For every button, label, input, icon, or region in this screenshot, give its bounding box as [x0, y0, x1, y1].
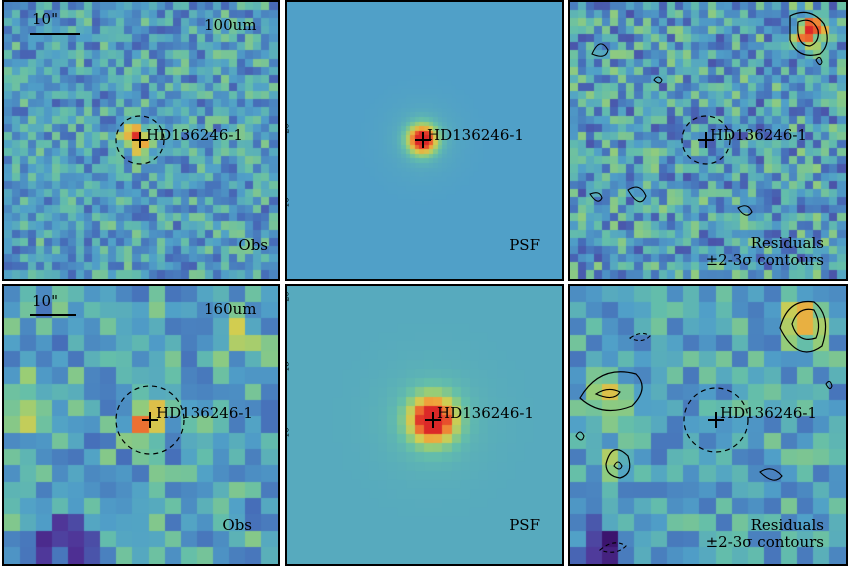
- panel-label: PSF: [509, 516, 540, 534]
- contour: [598, 542, 627, 553]
- overlay-100um-res: [589, 11, 828, 216]
- axis-tick: 10: [285, 427, 291, 438]
- band-label: 100um: [204, 16, 257, 34]
- aperture-circle: [115, 115, 165, 165]
- panel-100um-obs: 10" 100um HD136246-1 Obs: [2, 0, 280, 281]
- aperture-circle: [115, 385, 185, 455]
- panel-label: Residuals: [750, 516, 824, 534]
- overlay-160um-res: [575, 300, 833, 553]
- panel-sublabel: ±2-3σ contours: [705, 533, 824, 551]
- contour: [627, 186, 647, 203]
- source-label: HD136246-1: [156, 404, 253, 422]
- contour: [825, 380, 833, 390]
- contour: [579, 371, 643, 412]
- contour: [737, 205, 753, 216]
- axis-tick: 15: [285, 361, 291, 372]
- panel-label: Obs: [222, 516, 252, 534]
- source-label: HD136246-1: [720, 404, 817, 422]
- band-label: 160um: [204, 300, 257, 318]
- scale-bar-label: 10": [32, 10, 58, 28]
- source-label: HD136246-1: [710, 126, 807, 144]
- contour: [797, 19, 819, 47]
- axis-tick: 20: [285, 123, 291, 134]
- panel-100um-residuals: HD136246-1 Residuals ±2-3σ contours: [568, 0, 848, 281]
- contour: [591, 43, 609, 57]
- contour: [789, 11, 828, 56]
- panel-label: PSF: [509, 236, 540, 254]
- contour: [653, 76, 663, 84]
- contour: [791, 308, 820, 340]
- heatmap-160um-res: [570, 286, 846, 564]
- contour: [779, 300, 827, 353]
- source-label: HD136246-1: [146, 126, 243, 144]
- panel-label: Obs: [238, 236, 268, 254]
- axis-tick: 10: [285, 197, 291, 208]
- axis-tick: 20: [285, 291, 291, 302]
- panel-160um-residuals: HD136246-1 Residuals ±2-3σ contours: [568, 284, 848, 566]
- heatmap-160um-obs: [4, 286, 278, 564]
- contour: [575, 431, 585, 441]
- panel-160um-psf: 20 15 10 HD136246-1 PSF: [285, 284, 564, 566]
- contour: [759, 468, 783, 481]
- contour: [613, 461, 623, 470]
- contour: [628, 332, 651, 342]
- panel-160um-obs: 10" 160um HD136246-1 Obs: [2, 284, 280, 566]
- overlay-100um-psf: [415, 132, 431, 148]
- contour: [594, 388, 621, 399]
- contour: [589, 192, 603, 202]
- panel-100um-psf: 20 10 HD136246-1 PSF: [285, 0, 564, 281]
- contour: [605, 449, 631, 479]
- overlay-160um-obs: [30, 314, 185, 455]
- source-label: HD136246-1: [437, 404, 534, 422]
- scale-bar-label: 10": [32, 292, 58, 310]
- source-label: HD136246-1: [427, 126, 524, 144]
- panel-label: Residuals: [750, 234, 824, 252]
- overlay-160um-psf: [425, 412, 441, 428]
- contour: [815, 56, 823, 66]
- panel-sublabel: ±2-3σ contours: [705, 251, 824, 269]
- overlay-100um-obs: [30, 33, 165, 165]
- heatmap-160um-psf: [287, 286, 562, 564]
